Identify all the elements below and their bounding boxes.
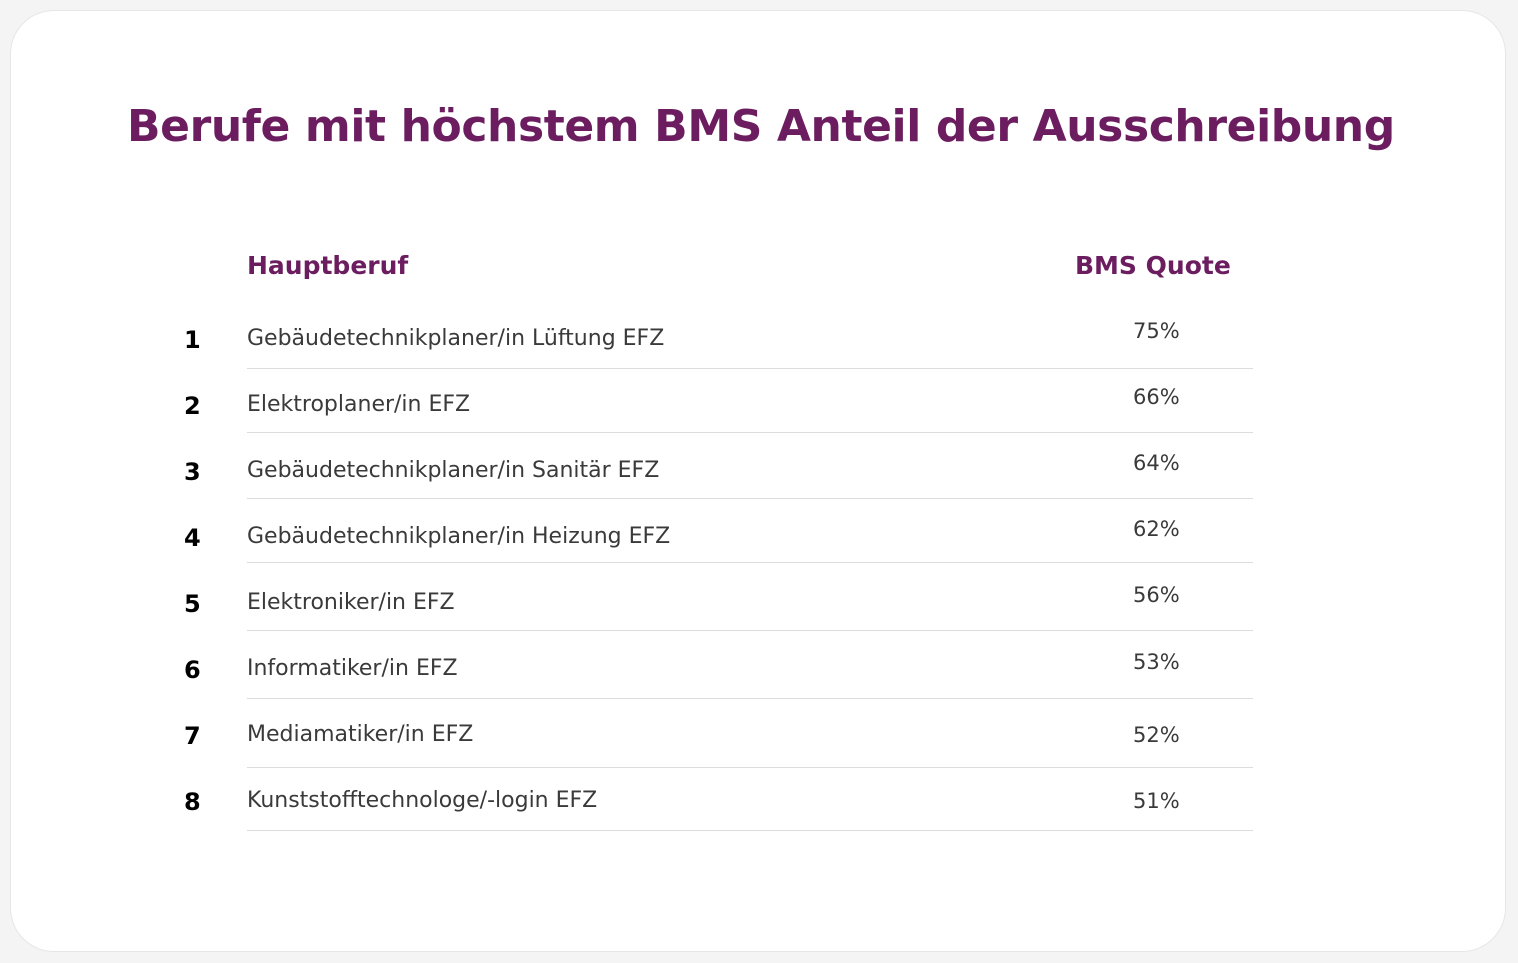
row-divider xyxy=(247,630,1253,631)
row-divider xyxy=(247,562,1253,563)
row-divider xyxy=(247,498,1253,499)
row-job: Gebäudetechnikplaner/in Sanitär EFZ xyxy=(247,458,660,483)
row-job: Kunststofftechnologe/-login EFZ xyxy=(247,788,598,813)
row-rank: 4 xyxy=(184,524,201,552)
row-rank: 7 xyxy=(184,722,201,750)
row-divider xyxy=(247,432,1253,433)
row-job: Elektroniker/in EFZ xyxy=(247,590,455,615)
row-rank: 3 xyxy=(184,458,201,486)
row-rank: 2 xyxy=(184,392,201,420)
row-rank: 8 xyxy=(184,788,201,816)
row-rank: 5 xyxy=(184,590,201,618)
row-divider xyxy=(247,767,1253,768)
row-job: Gebäudetechnikplaner/in Lüftung EFZ xyxy=(247,326,665,351)
row-rank: 6 xyxy=(184,656,201,684)
row-divider xyxy=(247,830,1253,831)
row-job: Informatiker/in EFZ xyxy=(247,656,458,681)
row-quote: 53% xyxy=(1133,650,1180,674)
row-divider xyxy=(247,698,1253,699)
row-quote: 66% xyxy=(1133,385,1180,409)
column-header-bms-quote: BMS Quote xyxy=(1075,251,1231,280)
row-rank: 1 xyxy=(184,326,201,354)
row-quote: 75% xyxy=(1133,319,1180,343)
table-card xyxy=(10,10,1506,952)
row-quote: 51% xyxy=(1133,789,1180,813)
row-divider xyxy=(247,368,1253,369)
row-quote: 62% xyxy=(1133,517,1180,541)
row-quote: 56% xyxy=(1133,583,1180,607)
column-header-hauptberuf: Hauptberuf xyxy=(247,251,409,280)
row-job: Gebäudetechnikplaner/in Heizung EFZ xyxy=(247,524,671,549)
row-job: Mediamatiker/in EFZ xyxy=(247,722,474,747)
chart-title: Berufe mit höchstem BMS Anteil der Aussc… xyxy=(127,101,1395,152)
row-quote: 64% xyxy=(1133,451,1180,475)
row-job: Elektroplaner/in EFZ xyxy=(247,392,471,417)
row-quote: 52% xyxy=(1133,723,1180,747)
